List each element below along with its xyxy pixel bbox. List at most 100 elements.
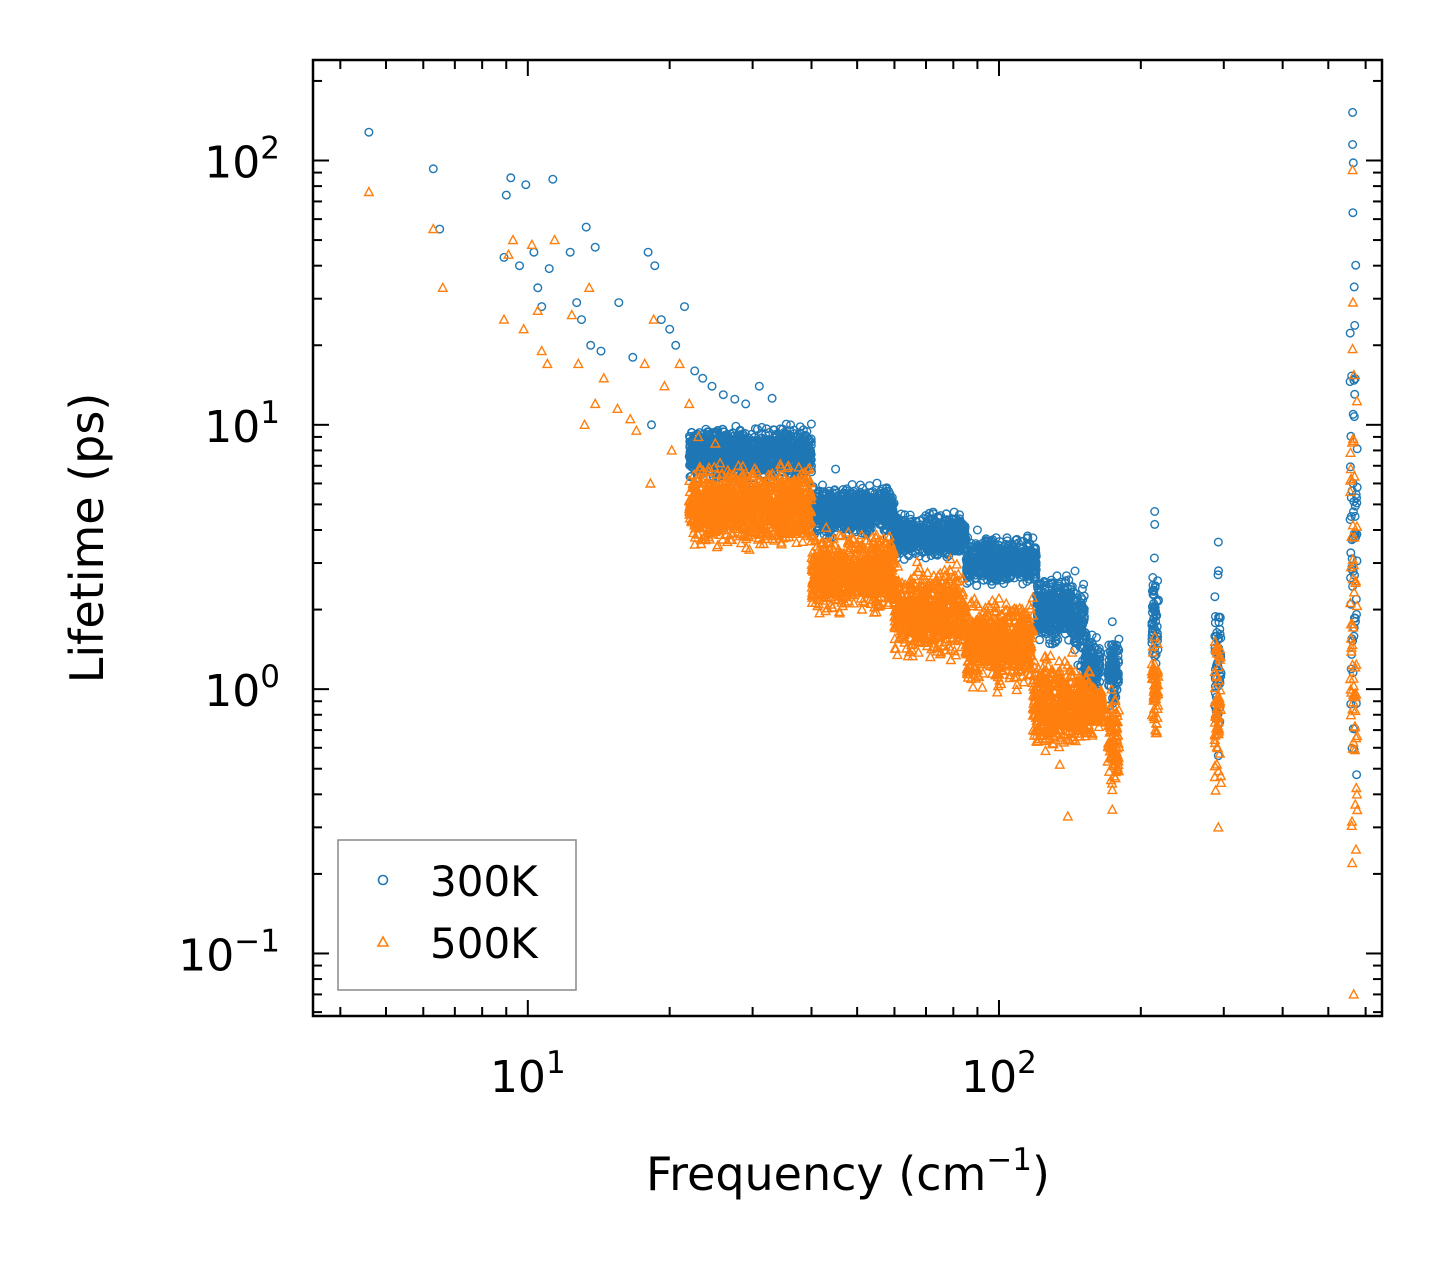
data-point-300K (839, 502, 849, 512)
data-point-300K (825, 511, 835, 521)
data-point-300K (857, 502, 867, 512)
data-point-300K (831, 464, 841, 474)
data-point-300K (769, 441, 779, 451)
data-point-300K (767, 393, 777, 403)
data-point-300K (750, 424, 760, 434)
data-point-300K (1213, 537, 1223, 547)
data-point-300K (830, 495, 840, 505)
data-point-300K (812, 525, 822, 535)
data-point-300K (428, 164, 438, 174)
data-point-300K (1350, 320, 1360, 330)
data-point-300K (628, 352, 638, 362)
data-point-300K (733, 439, 743, 449)
data-point-300K (698, 373, 708, 383)
data-point-300K (760, 452, 770, 462)
data-point-300K (798, 425, 808, 435)
data-point-300K (708, 430, 718, 440)
data-point-300K (707, 381, 717, 391)
data-point-300K (780, 451, 790, 461)
data-point-300K (1052, 571, 1062, 581)
data-point-300K (792, 452, 802, 462)
data-point-300K (565, 247, 575, 257)
data-point-300K (776, 436, 786, 446)
data-point-300K (732, 441, 742, 451)
data-point-300K (905, 510, 915, 520)
data-point-300K (718, 390, 728, 400)
data-point-300K (701, 454, 711, 464)
data-point-300K (862, 517, 872, 527)
data-point-300K (754, 381, 764, 391)
data-point-300K (1070, 566, 1080, 576)
data-point-300K (786, 420, 796, 430)
data-point-300K (882, 483, 892, 493)
data-point-300K (1035, 635, 1045, 645)
data-point-300K (829, 485, 839, 495)
data-point-300K (748, 446, 758, 456)
data-point-300K (614, 298, 624, 308)
data-point-300K (1349, 282, 1359, 292)
data-point-300K (586, 340, 596, 350)
data-point-300K (815, 486, 825, 496)
data-point-300K (825, 495, 835, 505)
data-point-300K (801, 445, 811, 455)
data-point-300K (515, 261, 525, 271)
data-point-300K (872, 478, 882, 488)
data-point-300K (757, 428, 767, 438)
data-point-300K (854, 509, 864, 519)
data-point-300K (1348, 107, 1358, 117)
data-point-300K (671, 340, 681, 350)
data-point-300K (656, 315, 666, 325)
data-point-300K (715, 449, 725, 459)
data-point-300K (730, 394, 740, 404)
data-point-300K (830, 500, 840, 510)
data-point-300K (548, 174, 558, 184)
data-point-300K (757, 422, 767, 432)
data-point-300K (876, 490, 886, 500)
data-point-300K (886, 502, 896, 512)
data-point-300K (688, 449, 698, 459)
data-point-300K (850, 496, 860, 506)
data-point-300K (650, 261, 660, 271)
data-point-300K (1150, 507, 1160, 517)
data-point-300K (544, 264, 554, 274)
data-point-300K (796, 429, 806, 439)
data-point-300K (813, 488, 823, 498)
data-point-300K (723, 431, 733, 441)
data-point-300K (1348, 208, 1358, 218)
data-point-300K (647, 420, 657, 430)
data-point-300K (861, 502, 871, 512)
data-point-300K (972, 525, 982, 535)
data-point-300K (861, 493, 871, 503)
data-point-300K (724, 445, 734, 455)
data-point-300K (731, 454, 741, 464)
data-point-300K (861, 489, 871, 499)
data-point-300K (700, 450, 710, 460)
data-point-300K (758, 457, 768, 467)
data-point-300K (716, 435, 726, 445)
data-point-300K (852, 515, 862, 525)
data-point-300K (741, 399, 751, 409)
data-point-300K (806, 434, 816, 444)
series-300K-markers (364, 107, 1362, 780)
data-point-300K (572, 298, 582, 308)
data-point-300K (533, 283, 543, 293)
data-point-300K (577, 315, 587, 325)
data-point-300K (866, 524, 876, 534)
data-point-300K (364, 127, 374, 137)
data-point-300K (501, 190, 511, 200)
data-point-300K (759, 453, 769, 463)
data-point-300K (786, 444, 796, 454)
data-point-300K (1345, 328, 1355, 338)
data-point-300K (1107, 617, 1117, 627)
data-point-300K (879, 515, 889, 525)
data-point-300K (864, 525, 874, 535)
data-point-300K (690, 366, 700, 376)
data-point-300K (804, 461, 814, 471)
data-point-300K (1348, 139, 1358, 149)
data-point-300K (643, 247, 653, 257)
data-point-300K (806, 419, 816, 429)
data-point-300K (849, 525, 859, 535)
data-point-300K (1077, 584, 1087, 594)
data-point-300K (814, 496, 824, 506)
